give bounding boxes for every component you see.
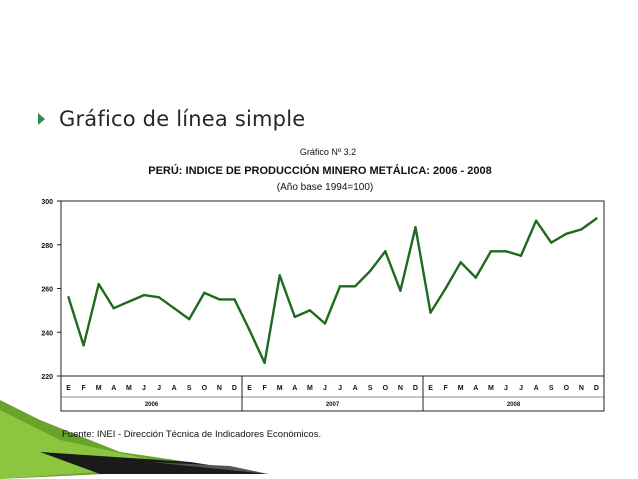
data-point <box>293 315 296 319</box>
x-axis: E F M A M J J A S O N D E F M A M J J A S O N D E F M A M J J A S O N D 2006… <box>61 375 604 411</box>
x-tick-label: J <box>519 385 523 392</box>
x-tick-label: J <box>157 385 161 392</box>
data-point <box>504 250 508 253</box>
data-point <box>444 287 447 290</box>
data-point <box>338 285 342 288</box>
data-point <box>429 311 432 314</box>
data-point <box>489 250 493 253</box>
data-point <box>218 298 221 301</box>
chart-subtitle: (Año base 1994=100) <box>277 182 373 193</box>
x-tick-label: S <box>368 385 373 392</box>
y-tick-label: 260 <box>41 287 53 294</box>
data-point <box>203 291 206 295</box>
x-tick-label: M <box>96 385 102 392</box>
x-tick-label: O <box>383 385 389 392</box>
x-tick-label: M <box>126 385 132 392</box>
x-tick-label: D <box>413 385 418 392</box>
source-note: Fuente: INEI - Dirección Técnica de Indi… <box>62 429 321 440</box>
data-point <box>172 306 176 310</box>
data-point <box>550 241 553 244</box>
x-tick-label: M <box>277 385 283 392</box>
data-point <box>248 328 251 332</box>
x-tick-label: F <box>443 385 448 392</box>
data-point <box>519 254 523 257</box>
x-tick-label: N <box>398 385 403 392</box>
y-tick-label: 280 <box>41 243 53 250</box>
y-tick-label: 300 <box>41 199 53 206</box>
data-point <box>580 228 583 231</box>
x-tick-label: N <box>579 385 584 392</box>
data-point <box>474 276 477 279</box>
year-label: 2007 <box>326 402 340 408</box>
data-point <box>112 306 115 310</box>
x-tick-label: M <box>307 385 313 392</box>
x-tick-label: O <box>202 385 208 392</box>
x-tick-label: J <box>323 385 327 392</box>
figure-number: Gráfico Nº 3.2 <box>300 147 356 157</box>
data-point <box>534 219 538 222</box>
data-point <box>67 296 70 299</box>
decorative-swoosh <box>0 400 268 479</box>
x-tick-label: E <box>247 385 252 392</box>
data-point <box>459 261 462 264</box>
data-point <box>323 322 327 325</box>
x-tick-label: A <box>111 385 116 392</box>
x-tick-label: E <box>428 385 433 392</box>
x-tick-label: F <box>81 385 86 392</box>
x-tick-label: M <box>458 385 464 392</box>
x-tick-label: D <box>594 385 599 392</box>
data-point <box>595 217 598 220</box>
x-tick-label: D <box>232 385 237 392</box>
x-tick-label: S <box>549 385 554 392</box>
data-point <box>127 300 131 303</box>
x-tick-label: A <box>172 385 177 392</box>
x-tick-label: A <box>534 385 539 392</box>
data-point <box>157 296 161 299</box>
x-tick-label: A <box>473 385 478 392</box>
chart-title: PERÚ: INDICE DE PRODUCCIÓN MINERO METÁLI… <box>148 164 492 177</box>
data-point <box>353 285 357 288</box>
data-point <box>263 361 266 365</box>
data-point <box>369 269 372 273</box>
data-point <box>97 282 100 286</box>
data-point <box>565 232 568 236</box>
y-tick-label: 220 <box>41 374 53 381</box>
data-point <box>188 317 191 321</box>
x-tick-label: M <box>488 385 494 392</box>
data-point <box>384 250 387 253</box>
y-axis: 220 240 260 280 300 <box>41 199 61 381</box>
slide-bullet: Gráfico de línea simple <box>38 104 305 134</box>
data-point <box>82 344 85 347</box>
data-points <box>67 217 598 365</box>
data-point <box>399 289 402 292</box>
x-tick-label: E <box>66 385 71 392</box>
x-tick-label: J <box>142 385 146 392</box>
plot-frame <box>60 200 605 412</box>
year-label: 2006 <box>145 402 159 408</box>
x-tick-label: O <box>564 385 570 392</box>
x-tick-label: A <box>353 385 358 392</box>
slide-bullet-text: Gráfico de línea simple <box>59 107 306 131</box>
data-point <box>233 298 236 301</box>
year-label: 2008 <box>507 402 521 408</box>
data-point <box>414 226 417 229</box>
x-tick-label: A <box>292 385 297 392</box>
series-line <box>67 217 598 365</box>
data-point <box>278 274 281 277</box>
bullet-arrow-icon <box>38 113 45 125</box>
data-point <box>308 309 312 312</box>
x-tick-label: J <box>338 385 342 392</box>
x-tick-label: F <box>262 385 267 392</box>
data-point <box>142 293 146 297</box>
x-tick-label: N <box>217 385 222 392</box>
x-tick-label: S <box>187 385 192 392</box>
y-tick-label: 240 <box>41 330 53 337</box>
x-tick-label: J <box>504 385 508 392</box>
